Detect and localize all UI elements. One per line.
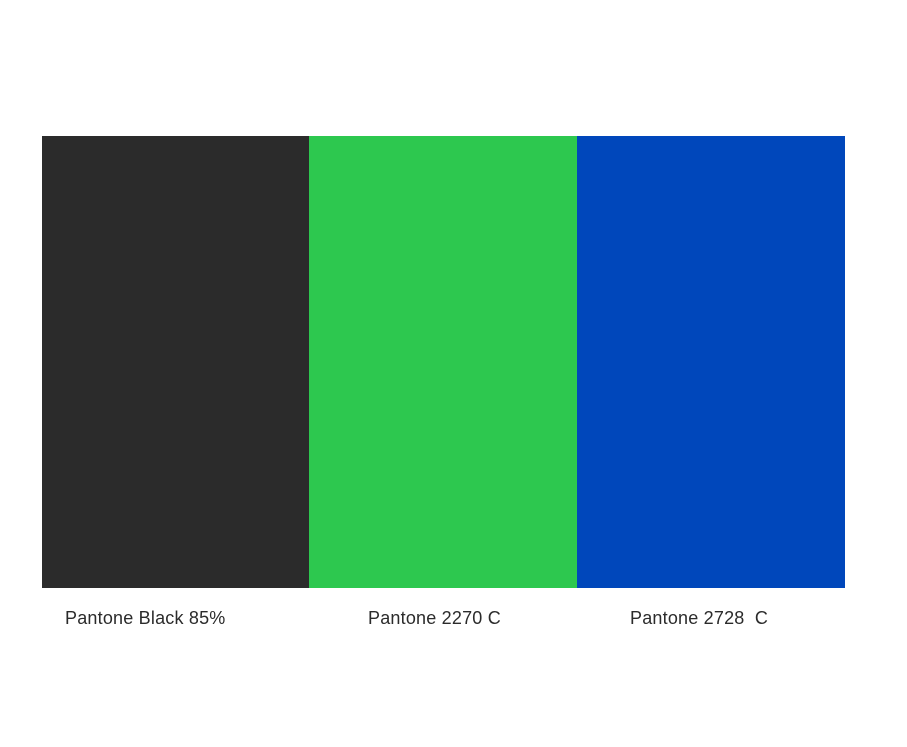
color-palette <box>42 136 845 588</box>
swatch-pantone-2270-c <box>309 136 577 588</box>
swatch-pantone-2728-c <box>577 136 845 588</box>
swatch-label-pantone-2728-c: Pantone 2728 C <box>630 608 769 628</box>
swatch-label-pantone-black-85: Pantone Black 85% <box>65 608 226 628</box>
swatch-pantone-black-85 <box>42 136 309 588</box>
swatch-label-pantone-2270-c: Pantone 2270 C <box>368 608 501 628</box>
